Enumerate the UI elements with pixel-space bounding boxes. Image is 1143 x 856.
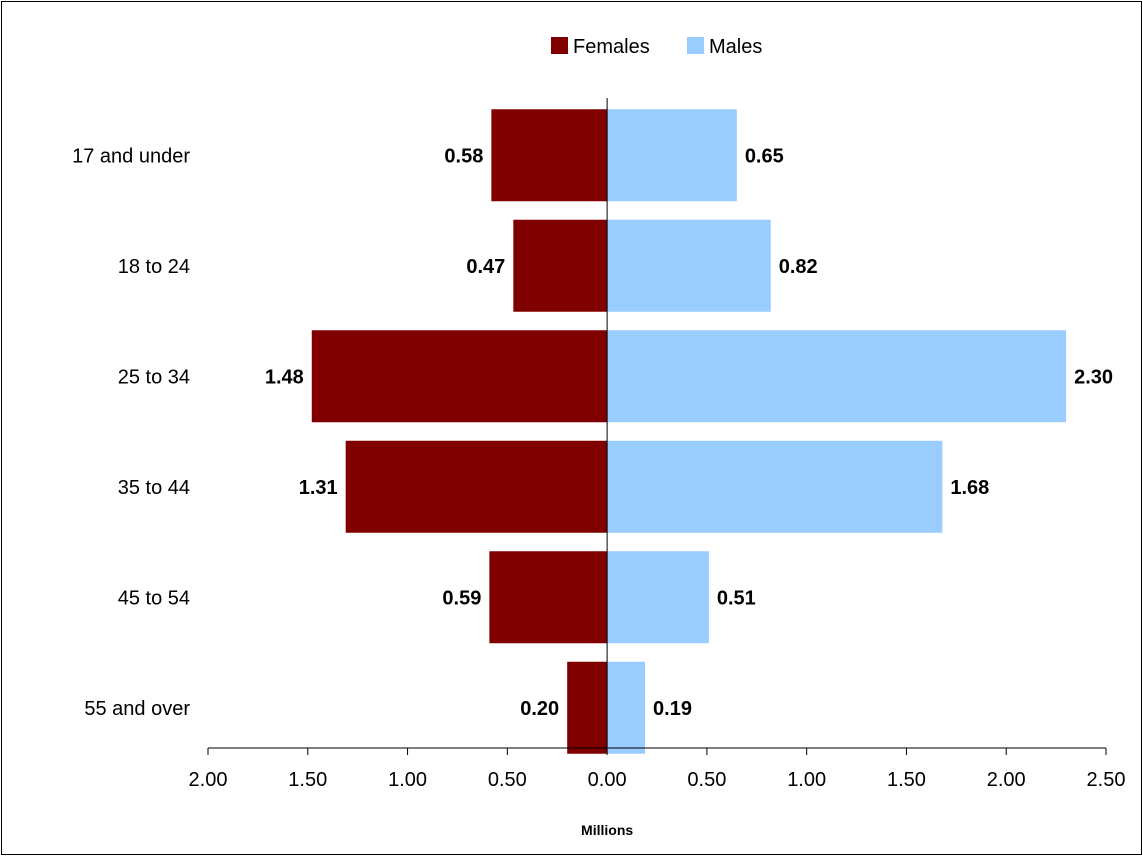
value-label-males-4: 0.51 bbox=[717, 587, 756, 609]
bar-females-4 bbox=[489, 551, 608, 644]
value-label-males-2: 2.30 bbox=[1074, 366, 1113, 388]
bar-females-5 bbox=[567, 661, 608, 754]
value-label-females-3: 1.31 bbox=[299, 477, 338, 499]
bars bbox=[311, 109, 1067, 754]
x-axis-title: Millions bbox=[581, 822, 633, 838]
bar-males-2 bbox=[607, 330, 1067, 423]
bar-males-0 bbox=[607, 109, 737, 202]
legend-swatch-females bbox=[551, 37, 568, 54]
bar-females-2 bbox=[311, 330, 608, 423]
category-label-4: 45 to 54 bbox=[118, 587, 190, 609]
x-tick-label-3: 0.50 bbox=[488, 769, 527, 791]
value-label-females-1: 0.47 bbox=[466, 256, 505, 278]
x-tick-label-6: 1.00 bbox=[787, 769, 826, 791]
bar-males-3 bbox=[607, 440, 943, 533]
legend: Females Males bbox=[551, 36, 762, 58]
bar-males-1 bbox=[607, 219, 771, 312]
value-labels: 0.58 0.47 1.48 1.31 0.59 0.20 0.65 0.82 2.30 1.68… bbox=[265, 145, 1113, 720]
category-label-1: 18 to 24 bbox=[118, 256, 190, 278]
category-labels: 17 and under 18 to 24 25 to 34 35 to 44 45 t… bbox=[72, 145, 190, 720]
value-label-females-4: 0.59 bbox=[442, 587, 481, 609]
bar-females-0 bbox=[491, 109, 608, 202]
category-label-2: 25 to 34 bbox=[118, 366, 190, 388]
legend-swatch-males bbox=[687, 37, 704, 54]
bar-males-5 bbox=[607, 661, 646, 754]
legend-label-males: Males bbox=[709, 36, 762, 58]
value-label-males-3: 1.68 bbox=[950, 477, 989, 499]
value-label-males-5: 0.19 bbox=[653, 698, 692, 720]
category-label-3: 35 to 44 bbox=[118, 477, 190, 499]
value-label-females-2: 1.48 bbox=[265, 366, 304, 388]
value-label-females-5: 0.20 bbox=[520, 698, 559, 720]
value-label-females-0: 0.58 bbox=[444, 145, 483, 167]
x-tick-label-4: 0.00 bbox=[588, 769, 627, 791]
x-tick-label-2: 1.00 bbox=[388, 769, 427, 791]
x-axis: 2.00 1.50 1.00 0.50 0.00 0.50 1.00 1.50 2.00 2.50 bbox=[189, 98, 1126, 791]
x-tick-label-7: 1.50 bbox=[887, 769, 926, 791]
legend-label-females: Females bbox=[573, 36, 650, 58]
bar-females-1 bbox=[513, 219, 608, 312]
category-label-0: 17 and under bbox=[72, 145, 190, 167]
value-label-males-1: 0.82 bbox=[779, 256, 818, 278]
bar-males-4 bbox=[607, 551, 709, 644]
category-label-5: 55 and over bbox=[84, 698, 190, 720]
value-label-males-0: 0.65 bbox=[745, 145, 784, 167]
x-tick-label-9: 2.50 bbox=[1087, 769, 1126, 791]
x-tick-label-5: 0.50 bbox=[687, 769, 726, 791]
x-tick-label-0: 2.00 bbox=[189, 769, 228, 791]
bar-females-3 bbox=[345, 440, 608, 533]
x-tick-label-8: 2.00 bbox=[987, 769, 1026, 791]
x-tick-label-1: 1.50 bbox=[288, 769, 327, 791]
